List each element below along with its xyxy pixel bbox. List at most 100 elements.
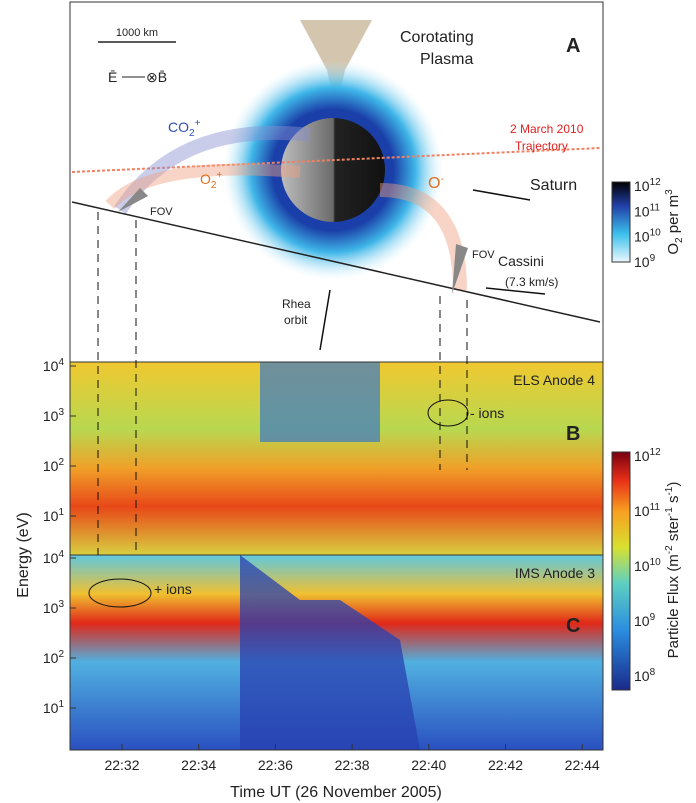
x-tick-label: 22:36 bbox=[258, 757, 293, 773]
tick-label: 102 bbox=[43, 649, 65, 666]
tick-exp: 9 bbox=[650, 612, 656, 623]
tick-label: 1011 bbox=[634, 202, 660, 219]
tick-base: 10 bbox=[43, 650, 59, 666]
tick-exp: 9 bbox=[650, 253, 656, 264]
tick-base: 10 bbox=[43, 408, 59, 424]
x-tick-label: 22:32 bbox=[104, 757, 139, 773]
panel-label: C bbox=[566, 615, 580, 637]
tick-exp: 11 bbox=[650, 502, 661, 513]
tick-label: 1012 bbox=[634, 447, 661, 464]
x-tick-label: 22:40 bbox=[411, 757, 446, 773]
tick-label: 109 bbox=[634, 253, 656, 270]
tick-label: 104 bbox=[43, 549, 65, 566]
tick-base: 10 bbox=[634, 203, 650, 219]
trajectory-label: 2 March 2010 bbox=[510, 122, 584, 136]
text: O bbox=[665, 243, 682, 255]
tick-exp: 8 bbox=[650, 667, 656, 678]
tick-base: 10 bbox=[634, 668, 650, 684]
spectrogram-feature bbox=[260, 362, 380, 442]
cassini-label: (7.3 km/s) bbox=[505, 275, 558, 289]
tick-label: 1011 bbox=[634, 502, 660, 519]
tick-label: 108 bbox=[634, 667, 656, 684]
tick-label: 101 bbox=[43, 507, 65, 524]
tick-exp: 12 bbox=[650, 447, 662, 458]
tick-exp: 2 bbox=[58, 649, 64, 660]
tick-label: 1012 bbox=[634, 177, 661, 194]
tick-label: 101 bbox=[43, 699, 65, 716]
cassini-label: Cassini bbox=[498, 253, 544, 269]
rhea-label: orbit bbox=[284, 313, 308, 327]
ion-note: + ions bbox=[154, 581, 192, 597]
tick-base: 10 bbox=[634, 178, 650, 194]
tick-base: 10 bbox=[43, 600, 59, 616]
tick-exp: 12 bbox=[650, 177, 662, 188]
text: 2 bbox=[211, 180, 217, 191]
ion-note: - ions bbox=[470, 405, 504, 421]
trajectory-label: Trajectory bbox=[515, 139, 568, 153]
colorbar bbox=[612, 182, 630, 262]
x-tick-label: 22:34 bbox=[181, 757, 216, 773]
plasma-label: Corotating bbox=[400, 29, 474, 46]
tick-exp: 3 bbox=[58, 407, 64, 418]
text: - bbox=[440, 174, 443, 185]
text: per m bbox=[665, 195, 682, 238]
text: O bbox=[428, 175, 440, 192]
text: O bbox=[200, 171, 211, 187]
tick-base: 10 bbox=[634, 503, 650, 519]
tick-label: 102 bbox=[43, 457, 65, 474]
tick-exp: 1 bbox=[58, 507, 64, 518]
rhea-label: Rhea bbox=[282, 297, 311, 311]
text: Particle Flux (m bbox=[665, 554, 682, 658]
tick-base: 10 bbox=[634, 254, 650, 270]
tick-base: 10 bbox=[43, 358, 59, 374]
tick-exp: 1 bbox=[58, 699, 64, 710]
panel-title: IMS Anode 3 bbox=[515, 565, 595, 581]
tick-label: 109 bbox=[634, 612, 656, 629]
tick-base: 10 bbox=[634, 613, 650, 629]
tick-exp: 10 bbox=[650, 557, 662, 568]
tick-base: 10 bbox=[43, 700, 59, 716]
colorbar-label: O2 per m3 bbox=[664, 189, 685, 255]
tick-base: 10 bbox=[634, 448, 650, 464]
e-field: Ē bbox=[108, 69, 117, 85]
tick-exp: 11 bbox=[650, 202, 661, 213]
colorbar-label: Particle Flux (m-2 ster-1 s-1) bbox=[664, 482, 682, 659]
text: ) bbox=[665, 482, 682, 487]
text: 3 bbox=[664, 189, 675, 195]
tick-label: 103 bbox=[43, 599, 65, 616]
scale-label: 1000 km bbox=[116, 27, 158, 39]
saturn-label: Saturn bbox=[530, 177, 577, 194]
tick-base: 10 bbox=[634, 229, 650, 245]
figure: 1000 km Ē ⊗B̄ Corotating Plasma A 2 Marc… bbox=[0, 0, 696, 803]
colorbar bbox=[612, 452, 630, 690]
x-tick-label: 22:38 bbox=[335, 757, 370, 773]
tick-base: 10 bbox=[43, 550, 59, 566]
tick-exp: 4 bbox=[58, 549, 64, 560]
tick-base: 10 bbox=[634, 558, 650, 574]
tick-label: 1010 bbox=[634, 228, 661, 245]
text: s bbox=[665, 496, 682, 508]
text: + bbox=[216, 170, 222, 181]
text: CO bbox=[168, 119, 189, 135]
tick-base: 10 bbox=[43, 458, 59, 474]
text: + bbox=[195, 118, 201, 129]
y-axis-label: Energy (eV) bbox=[15, 512, 32, 597]
tick-label: 103 bbox=[43, 407, 65, 424]
text: 2 bbox=[189, 128, 195, 139]
panel-title: ELS Anode 4 bbox=[513, 372, 595, 388]
plasma-label: Plasma bbox=[420, 51, 473, 68]
tick-label: 1010 bbox=[634, 557, 661, 574]
x-axis-label: Time UT (26 November 2005) bbox=[230, 784, 442, 801]
tick-exp: 2 bbox=[58, 457, 64, 468]
panel-label: B bbox=[566, 423, 580, 445]
fov-label: FOV bbox=[150, 206, 173, 218]
tick-exp: 4 bbox=[58, 357, 64, 368]
tick-label: 104 bbox=[43, 357, 65, 374]
b-field: ⊗B̄ bbox=[146, 69, 167, 85]
x-tick-label: 22:42 bbox=[488, 757, 523, 773]
x-tick-label: 22:44 bbox=[565, 757, 600, 773]
panel-label: A bbox=[566, 35, 580, 57]
tick-exp: 10 bbox=[650, 228, 662, 239]
tick-exp: 3 bbox=[58, 599, 64, 610]
text: ster bbox=[665, 516, 682, 545]
